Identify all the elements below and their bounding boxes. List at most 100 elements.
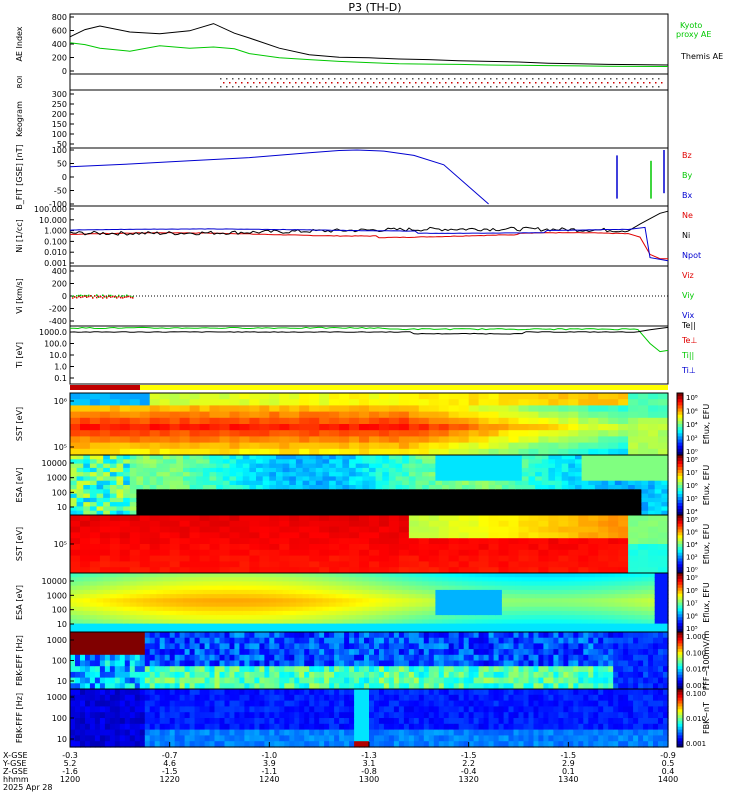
esa-ion-cell — [415, 485, 423, 490]
fbk-eff-cell — [89, 649, 96, 656]
esa-ion-cell — [468, 480, 476, 486]
esa-ion-cell — [229, 472, 237, 477]
sst-ion-cell — [369, 430, 380, 437]
sst-electron-cell — [388, 520, 400, 528]
esa-electron-cell — [276, 619, 284, 625]
esa-electron-cell — [309, 594, 317, 599]
sst-ion-cell — [119, 405, 131, 413]
fbk-eff-cell — [104, 637, 111, 644]
esa-ion-cell — [196, 480, 204, 486]
esa-ion-cell — [209, 497, 217, 503]
fbk-eff-cell — [254, 637, 260, 644]
fbk-eff-cell — [344, 643, 350, 650]
fbk-eff-cell — [393, 637, 400, 644]
sst-ion-cell — [149, 430, 161, 437]
sst-ion-cell — [329, 393, 340, 400]
esa-electron-cell — [216, 581, 224, 587]
esa-ion-cell — [428, 472, 436, 477]
sst-ion-colorbar-cell — [677, 393, 683, 397]
esa-electron-cell — [661, 623, 669, 629]
sst-electron-cell — [388, 538, 400, 545]
fbk-eff-cell — [124, 660, 131, 667]
sst-ion-cell — [179, 417, 191, 425]
fbk-eff-cell — [114, 683, 121, 690]
esa-electron-cell — [262, 585, 270, 591]
fbk-eff-cell — [139, 660, 146, 667]
sst-electron-cell — [618, 561, 629, 568]
esa-electron-cell — [269, 627, 277, 633]
esa-electron-cell — [475, 594, 483, 599]
esa-ion-cell — [276, 497, 284, 503]
sst-ion-cell — [528, 424, 540, 431]
sst-ion-cell — [478, 436, 490, 444]
sst-ion-cell — [329, 442, 340, 450]
sst-electron-cell — [638, 532, 649, 539]
fbk-eff-cell — [154, 677, 161, 684]
fbk-eff-cell — [129, 654, 136, 662]
esa-electron-cell — [349, 627, 357, 633]
sst-electron-cell — [628, 526, 639, 533]
esa-electron-cell — [442, 602, 450, 608]
sst-electron-cell — [129, 532, 141, 539]
sst-electron-cell — [279, 549, 290, 557]
esa-electron-cell — [628, 623, 636, 629]
esa-electron-cell — [375, 594, 383, 599]
temp-legend-3: Ti⊥ — [681, 366, 696, 375]
roi-dot — [628, 86, 630, 88]
esa-electron-cell — [156, 619, 164, 625]
fbk-eff-cell — [99, 643, 106, 650]
esa-electron-cell — [488, 627, 496, 633]
fbk-eff-cell — [144, 666, 151, 673]
fbk-eff-cell — [234, 660, 240, 667]
sst-electron-colorbar-label: 10⁶ — [686, 529, 698, 537]
esa-electron-cell — [369, 581, 377, 587]
fbk-eff-cell — [329, 666, 335, 673]
esa-electron-cell — [202, 627, 211, 633]
esa-electron-cell — [375, 589, 383, 595]
esa-electron-cell — [236, 577, 244, 582]
esa-ion-cell — [349, 485, 357, 490]
esa-electron-cell — [515, 573, 523, 578]
esa-electron-cell — [495, 602, 503, 608]
esa-electron-cell — [302, 589, 310, 595]
fbk-eff-cell — [369, 671, 375, 679]
fbk-eff-cell — [224, 643, 231, 650]
sst-ion-cell — [159, 417, 171, 425]
esa-electron-cell — [428, 615, 436, 620]
esa-ion-cell — [555, 510, 563, 516]
fbk-eff-cell — [354, 677, 360, 684]
esa-electron-cell — [335, 615, 343, 620]
esa-ion-cell — [415, 455, 423, 460]
sst-electron-cell — [229, 549, 241, 557]
esa-electron-cell — [528, 585, 536, 591]
esa-ion-cell — [395, 463, 403, 469]
esa-ion-cell — [581, 467, 589, 473]
esa-electron-cell — [183, 606, 191, 612]
esa-ion-colorbar-cell — [677, 509, 683, 513]
esa-electron-cell — [561, 598, 569, 604]
esa-electron-cell — [70, 581, 78, 587]
fbk-eff-cell — [403, 677, 410, 684]
fbk-eff-cell — [89, 637, 96, 644]
esa-electron-cell — [96, 619, 104, 625]
sst-ion-cell — [329, 411, 340, 419]
esa-ion-cell — [70, 455, 78, 460]
fbk-eff-cell — [354, 671, 360, 679]
esa-ion-cell — [229, 467, 237, 473]
roi-dot — [580, 86, 582, 88]
esa-electron-cell — [581, 602, 589, 608]
esa-electron-cell — [222, 602, 230, 608]
sst-ion-cell — [478, 399, 490, 406]
esa-ion-colorbar-label: 10⁶ — [686, 482, 698, 490]
esa-electron-cell — [295, 594, 304, 599]
esa-electron-cell — [608, 619, 616, 625]
esa-ion-cell — [435, 489, 443, 495]
esa-electron-cell — [634, 623, 642, 629]
esa-electron-cell — [70, 598, 78, 604]
esa-ion-cell — [561, 463, 569, 469]
esa-electron-cell — [614, 577, 622, 582]
fbk-eff-cell — [259, 637, 265, 644]
esa-electron-cell — [641, 623, 649, 629]
roi-dot — [394, 86, 396, 88]
esa-electron-cell — [402, 589, 410, 595]
